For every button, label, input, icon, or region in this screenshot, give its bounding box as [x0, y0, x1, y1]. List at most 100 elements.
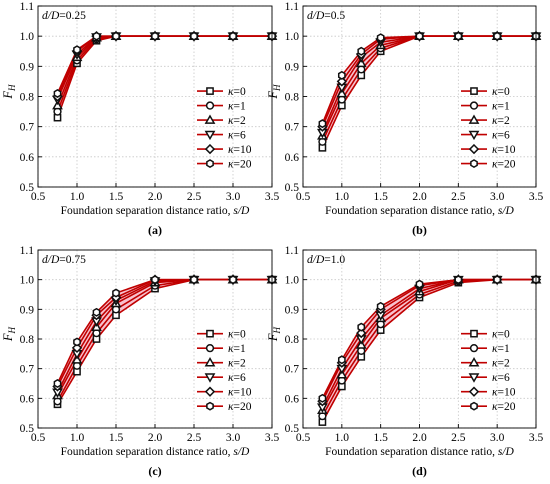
y-tick-label: 0.8 — [285, 334, 300, 346]
x-tick-label: 1.0 — [70, 191, 85, 203]
data-point — [151, 275, 159, 285]
panel-label: (a) — [148, 223, 162, 237]
legend-marker — [204, 130, 216, 141]
data-point — [73, 45, 81, 55]
data-point — [53, 89, 62, 98]
legend-label: κ=10 — [228, 144, 252, 156]
data-point — [318, 119, 327, 129]
legend-label: κ=2 — [228, 358, 246, 370]
y-tick-label: 0.6 — [20, 152, 35, 164]
x-tick-label: 3.5 — [529, 432, 544, 444]
data-point — [318, 393, 327, 403]
panel-annotation: d/D=1.0 — [307, 254, 345, 266]
data-point — [415, 31, 424, 41]
y-tick-label: 0.8 — [285, 92, 300, 104]
x-tick-label: 3.0 — [490, 432, 505, 444]
series-line — [321, 35, 536, 124]
legend-item: κ=0 — [197, 86, 246, 98]
x-axis-label: Foundation separation distance ratio, s/… — [61, 205, 250, 217]
legend-marker — [468, 357, 480, 367]
y-tick-label: 0.6 — [285, 393, 300, 405]
chart-panel: 0.5 1.0 1.5 2.0 2.5 3.0 3.5 0.5 0.6 0.7 0.8 0.9 1.0 1… — [266, 1, 543, 237]
legend-marker — [204, 373, 216, 383]
data-point — [73, 337, 81, 347]
panel-label: (b) — [412, 223, 427, 237]
legend-marker — [468, 130, 480, 141]
y-tick-label: 0.9 — [20, 304, 35, 316]
y-tick-label: 0.5 — [20, 423, 35, 435]
data-point — [112, 31, 120, 41]
y-tick-label: 0.8 — [20, 334, 35, 346]
data-point — [92, 307, 101, 317]
x-tick-label: 3.0 — [490, 191, 505, 203]
legend-item: κ=2 — [461, 357, 510, 370]
x-tick-label: 2.5 — [187, 191, 202, 203]
legend-label: κ=20 — [228, 401, 252, 413]
y-tick-label: 0.6 — [285, 152, 300, 164]
legend-label: κ=20 — [228, 159, 252, 171]
legend-item: κ=10 — [461, 386, 516, 399]
x-tick-label: 3.5 — [265, 191, 280, 203]
data-point — [454, 275, 463, 285]
series-envelope-band — [57, 279, 272, 405]
y-tick-label: 0.7 — [20, 122, 35, 134]
data-point — [337, 355, 346, 365]
x-axis-label: Foundation separation distance ratio, s/… — [61, 446, 250, 458]
legend-label: κ=20 — [492, 159, 516, 171]
legend-label: κ=6 — [228, 372, 246, 384]
x-tick-label: 1.5 — [109, 191, 124, 203]
legend-marker — [470, 87, 478, 95]
legend-item: κ=6 — [197, 372, 246, 384]
x-tick-label: 2.5 — [451, 191, 466, 203]
x-tick-label: 3.0 — [226, 432, 241, 444]
data-point — [493, 275, 502, 285]
legend-item: κ=6 — [197, 130, 246, 142]
legend-label: κ=6 — [492, 372, 510, 384]
legend-label: κ=2 — [492, 115, 510, 127]
legend-item: κ=1 — [197, 101, 246, 113]
legend-marker — [206, 329, 214, 338]
legend-item: κ=20 — [197, 159, 252, 171]
legend-item: κ=2 — [461, 114, 510, 127]
y-tick-label: 0.6 — [20, 393, 35, 405]
legend-item: κ=10 — [197, 386, 252, 399]
x-tick-label: 0.5 — [296, 191, 311, 203]
y-tick-label: 1.0 — [285, 275, 300, 287]
x-tick-label: 3.5 — [529, 191, 544, 203]
legend-item: κ=2 — [197, 114, 246, 127]
legend-label: κ=2 — [492, 358, 510, 370]
legend-label: κ=1 — [492, 343, 510, 355]
legend-marker — [470, 159, 478, 169]
legend-marker — [204, 386, 216, 397]
legend-item: κ=10 — [197, 143, 252, 156]
x-tick-label: 0.5 — [31, 191, 46, 203]
data-point — [336, 76, 347, 87]
legend-label: κ=2 — [228, 115, 246, 127]
x-tick-label: 0.5 — [296, 432, 311, 444]
legend-marker — [468, 373, 480, 383]
legend-marker — [206, 401, 214, 411]
legend-label: κ=1 — [228, 343, 246, 355]
legend-item: κ=10 — [461, 143, 516, 156]
legend-marker — [204, 143, 216, 155]
legend-marker — [206, 159, 214, 169]
legend-item: κ=0 — [461, 329, 510, 341]
legend-label: κ=1 — [228, 101, 246, 113]
data-point — [53, 379, 62, 388]
y-tick-label: 0.9 — [285, 61, 300, 73]
legend-marker — [204, 357, 216, 367]
y-tick-label: 0.5 — [285, 423, 300, 435]
legend-item: κ=20 — [197, 401, 252, 413]
legend-marker — [206, 87, 214, 95]
legend-item: κ=20 — [461, 401, 516, 413]
y-tick-label: 1.0 — [285, 31, 300, 43]
y-tick-label: 1.1 — [285, 245, 300, 257]
x-tick-label: 3.0 — [226, 191, 241, 203]
chart-panel: 0.5 1.0 1.5 2.0 2.5 3.0 3.5 0.5 0.6 0.7 0.8 0.9 1.0 1… — [266, 245, 543, 478]
legend: κ=0 κ=1 κ=2 κ=6 κ=10 κ=20 — [197, 86, 252, 171]
legend-marker — [469, 344, 479, 353]
legend-label: κ=1 — [492, 101, 510, 113]
x-axis-label: Foundation separation distance ratio, s/… — [325, 205, 514, 217]
legend-item: κ=1 — [461, 101, 510, 113]
